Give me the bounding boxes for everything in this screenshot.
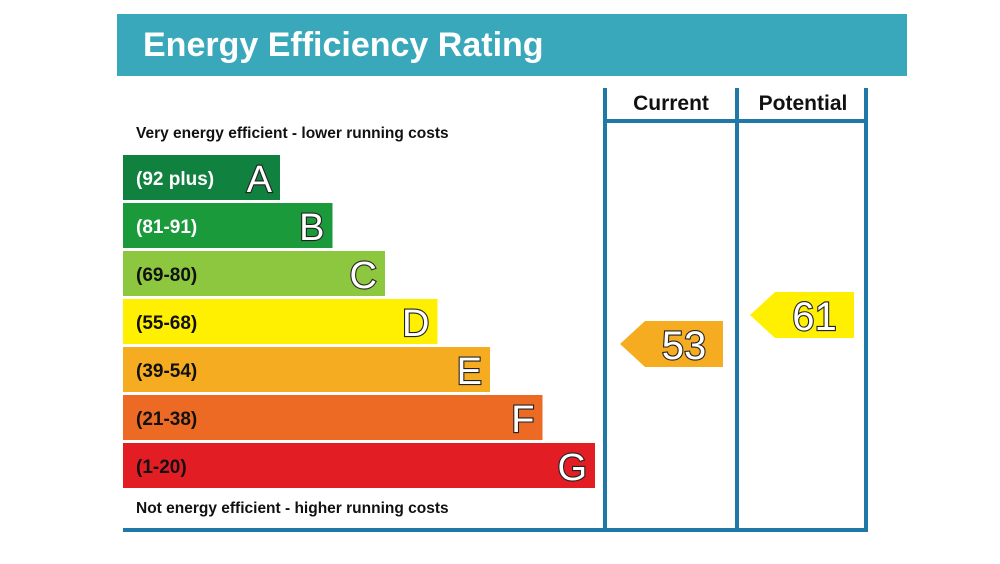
rating-bands: (92 plus) A(81-91) B(69-80) C(55-68) D(39-54… xyxy=(123,155,595,490)
band-d: (55-68) D xyxy=(123,299,438,346)
band-letter: D xyxy=(402,303,429,345)
band-range: (39-54) xyxy=(136,361,197,382)
band-b: (81-91) B xyxy=(123,203,333,250)
band-letter: C xyxy=(350,255,377,297)
band-letter: A xyxy=(247,159,273,201)
rating-markers: 53 61 xyxy=(620,292,854,369)
band-c: (69-80) C xyxy=(123,251,385,298)
band-bar xyxy=(123,395,543,440)
band-letter: F xyxy=(511,399,534,441)
band-bar xyxy=(123,347,490,392)
band-range: (81-91) xyxy=(136,217,197,238)
title-bar xyxy=(117,14,907,76)
top-note: Very energy efficient - lower running co… xyxy=(136,125,449,142)
band-letter: E xyxy=(457,351,482,393)
band-range: (21-38) xyxy=(136,409,197,430)
band-bar xyxy=(123,251,385,296)
bottom-note: Not energy efficient - higher running co… xyxy=(136,500,449,517)
band-letter: G xyxy=(557,447,587,489)
band-bar xyxy=(123,299,438,344)
chart-title: Energy Efficiency Rating xyxy=(143,26,544,64)
band-range: (92 plus) xyxy=(136,169,214,190)
band-range: (55-68) xyxy=(136,313,197,334)
current-arrow xyxy=(620,320,723,367)
band-bar xyxy=(123,203,333,248)
column-header-potential: Potential xyxy=(759,92,848,115)
rating-frame xyxy=(123,88,868,532)
band-g: (1-20) G xyxy=(123,443,595,490)
current-value: 53 xyxy=(662,324,707,368)
band-bar xyxy=(123,443,595,488)
band-bar xyxy=(123,155,280,200)
current-rating-marker: 53 xyxy=(620,320,723,369)
column-header-current: Current xyxy=(633,92,709,115)
potential-arrow xyxy=(750,292,854,339)
band-letter: B xyxy=(299,207,324,249)
potential-value: 61 xyxy=(792,295,837,339)
potential-rating-marker: 61 xyxy=(750,292,854,340)
band-a: (92 plus) A xyxy=(123,155,280,202)
band-f: (21-38) F xyxy=(123,395,543,442)
band-e: (39-54) E xyxy=(123,347,490,394)
band-range: (69-80) xyxy=(136,265,197,286)
band-range: (1-20) xyxy=(136,457,187,478)
